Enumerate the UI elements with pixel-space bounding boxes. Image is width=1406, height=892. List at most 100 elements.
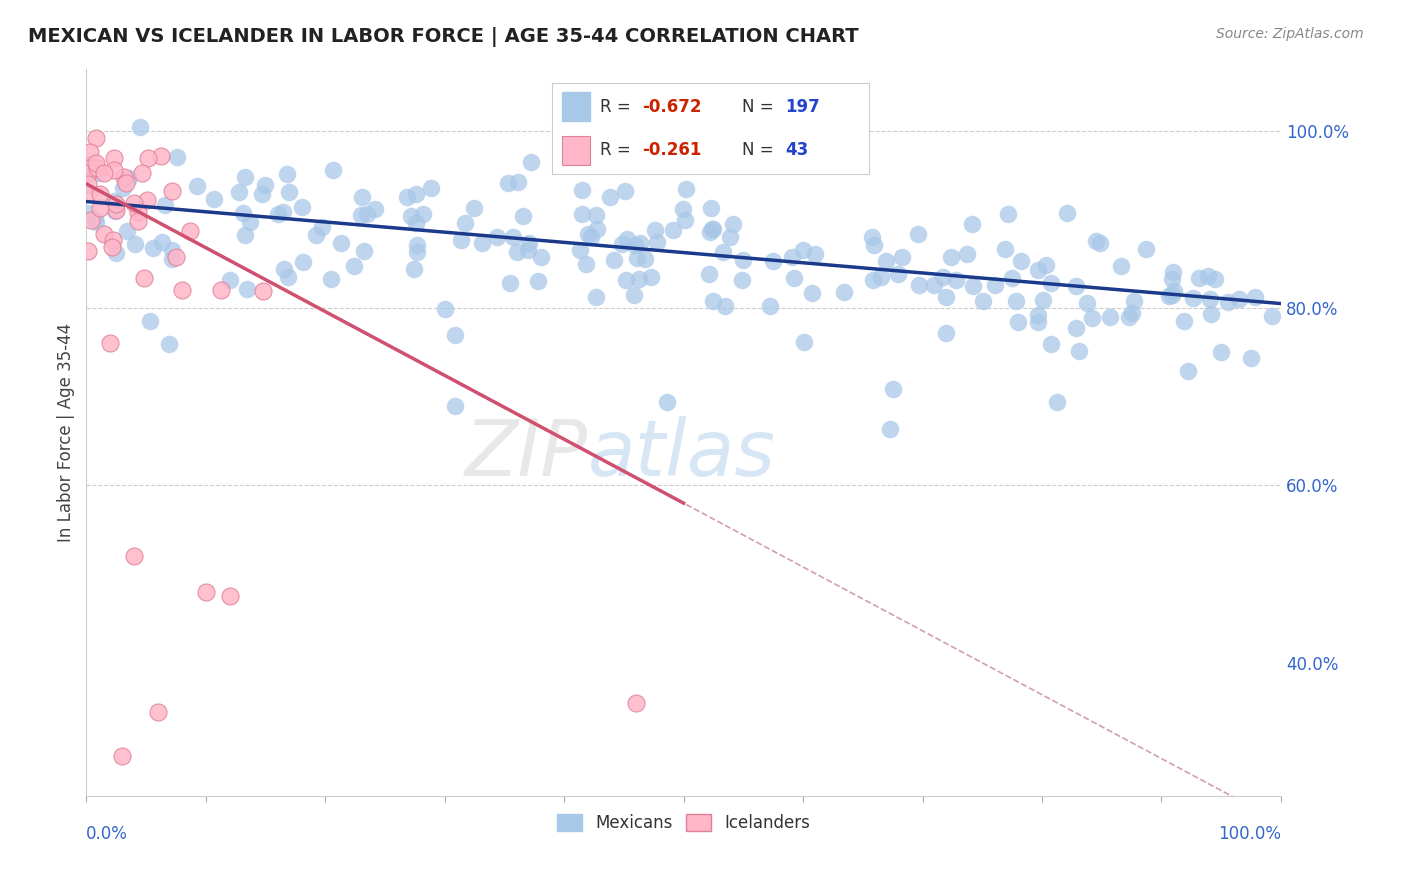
Point: [634, 252, 657, 266]
Point: [111, 180, 134, 194]
Point: [233, 228, 256, 243]
Point: [1099, 310, 1122, 325]
Point: [122, 549, 145, 564]
Point: [1080, 310, 1102, 325]
Point: [434, 301, 457, 316]
Point: [616, 273, 638, 287]
Point: [132, 270, 155, 285]
Point: [450, 233, 472, 247]
Point: [945, 273, 967, 287]
Point: [700, 201, 723, 215]
Point: [179, 224, 201, 238]
Point: [330, 235, 353, 250]
Point: [673, 212, 696, 227]
Text: 0.0%: 0.0%: [86, 825, 128, 843]
Point: [672, 202, 695, 216]
Point: [292, 255, 315, 269]
Point: [517, 235, 540, 250]
Point: [1161, 271, 1184, 285]
Point: [252, 284, 274, 298]
Point: [364, 202, 387, 216]
Point: [218, 589, 240, 603]
Point: [162, 243, 184, 257]
Point: [77, 158, 100, 172]
Point: [1088, 236, 1111, 251]
Point: [84, 131, 107, 145]
Point: [86, 161, 108, 175]
Point: [1056, 206, 1078, 220]
Point: [697, 267, 720, 281]
Point: [277, 185, 299, 199]
Point: [579, 230, 602, 244]
Point: [1216, 294, 1239, 309]
Point: [93, 166, 115, 180]
Point: [405, 244, 427, 259]
Text: ZIP: ZIP: [465, 416, 588, 492]
Point: [412, 206, 434, 220]
Point: [586, 221, 609, 235]
Point: [111, 748, 134, 763]
Point: [153, 198, 176, 212]
Point: [862, 238, 884, 252]
Point: [405, 217, 427, 231]
Point: [616, 232, 638, 246]
Point: [879, 422, 901, 436]
Point: [142, 240, 165, 254]
Point: [762, 253, 785, 268]
Point: [399, 209, 422, 223]
Point: [1177, 364, 1199, 378]
Point: [699, 226, 721, 240]
Point: [104, 204, 127, 219]
Point: [520, 154, 543, 169]
Point: [922, 277, 945, 292]
Point: [350, 207, 373, 221]
Point: [1182, 291, 1205, 305]
Point: [907, 278, 929, 293]
Point: [585, 290, 607, 304]
Point: [935, 290, 957, 304]
Point: [759, 299, 782, 313]
Point: [960, 218, 983, 232]
Point: [599, 190, 621, 204]
Point: [1118, 310, 1140, 325]
Point: [105, 197, 128, 211]
Point: [124, 237, 146, 252]
Point: [1076, 295, 1098, 310]
Point: [77, 205, 100, 219]
Point: [1201, 307, 1223, 321]
Point: [1159, 289, 1181, 303]
Point: [1026, 308, 1049, 322]
Point: [1161, 287, 1184, 301]
Point: [506, 244, 529, 259]
Point: [79, 145, 101, 159]
Point: [186, 179, 208, 194]
Point: [993, 242, 1015, 256]
Point: [700, 222, 723, 236]
Point: [83, 212, 105, 227]
Point: [139, 313, 162, 327]
Point: [101, 240, 124, 254]
Point: [115, 176, 138, 190]
Point: [101, 233, 124, 247]
Point: [714, 299, 737, 313]
Point: [76, 244, 98, 258]
Point: [623, 238, 645, 252]
Point: [1204, 272, 1226, 286]
Point: [149, 149, 172, 163]
Point: [628, 272, 651, 286]
Point: [209, 283, 232, 297]
Point: [405, 187, 427, 202]
Point: [273, 261, 295, 276]
Point: [512, 209, 534, 223]
Point: [105, 202, 128, 217]
Point: [1040, 337, 1063, 351]
Point: [585, 208, 607, 222]
Point: [1135, 243, 1157, 257]
Point: [463, 201, 485, 215]
Point: [939, 250, 962, 264]
Point: [80, 212, 103, 227]
Point: [124, 196, 146, 211]
Point: [576, 227, 599, 241]
Point: [135, 193, 157, 207]
Point: [98, 336, 121, 351]
